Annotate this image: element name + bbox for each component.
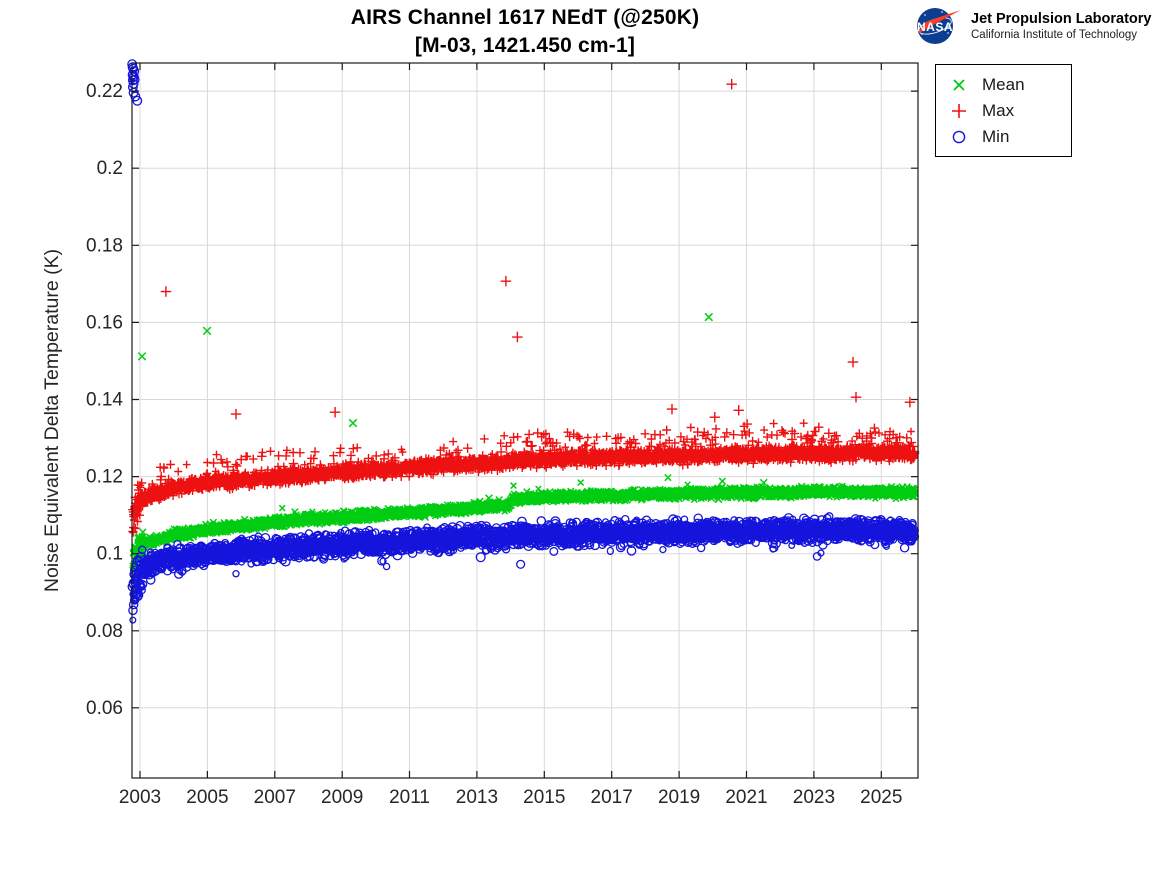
x-tick-label: 2025 bbox=[860, 787, 902, 808]
chart-title-line1: AIRS Channel 1617 NEdT (@250K) bbox=[350, 6, 700, 29]
data-points bbox=[127, 59, 920, 624]
y-tick-label: 0.14 bbox=[86, 390, 123, 411]
mean-marker-icon bbox=[936, 77, 982, 93]
legend-label-min: Min bbox=[982, 127, 1010, 146]
jpl-subtitle: California Institute of Technology bbox=[971, 29, 1137, 41]
x-tick-label: 2017 bbox=[591, 787, 633, 808]
y-axis-label: Noise Equivalent Delta Temperature (K) bbox=[41, 249, 63, 592]
axes-box bbox=[131, 62, 919, 779]
min-marker-icon bbox=[936, 129, 982, 145]
y-tick-label: 0.12 bbox=[86, 467, 123, 488]
legend: Mean Max Min bbox=[935, 64, 1072, 157]
y-tick-label: 0.18 bbox=[86, 235, 123, 256]
x-tick-label: 2009 bbox=[321, 787, 363, 808]
y-tick-label: 0.16 bbox=[86, 312, 123, 333]
x-tick-label: 2015 bbox=[523, 787, 565, 808]
jpl-name: Jet Propulsion Laboratory bbox=[971, 11, 1152, 27]
chart-title-line2: [M-03, 1421.450 cm-1] bbox=[414, 34, 636, 57]
x-tick-label: 2005 bbox=[186, 787, 228, 808]
x-tick-label: 2011 bbox=[389, 787, 430, 808]
max-marker-icon bbox=[936, 103, 982, 119]
x-tick-label: 2019 bbox=[658, 787, 700, 808]
legend-label-mean: Mean bbox=[982, 75, 1025, 94]
nasa-logo-text: NASA bbox=[917, 20, 953, 34]
x-tick-label: 2003 bbox=[119, 787, 161, 808]
x-tick-label: 2007 bbox=[254, 787, 296, 808]
legend-label-max: Max bbox=[982, 101, 1015, 120]
y-tick-label: 0.06 bbox=[86, 698, 123, 719]
legend-item-mean: Mean bbox=[936, 72, 1071, 98]
y-tick-label: 0.08 bbox=[86, 621, 123, 642]
jpl-brand-block: NASA Jet Propulsion Laboratory Californi… bbox=[912, 2, 1151, 50]
nasa-logo-icon: NASA bbox=[917, 8, 961, 44]
legend-item-max: Max bbox=[936, 98, 1071, 124]
x-tick-label: 2021 bbox=[725, 787, 767, 808]
series-min-points bbox=[127, 59, 920, 624]
chart-title: AIRS Channel 1617 NEdT (@250K) [M-03, 14… bbox=[132, 4, 918, 60]
y-tick-label: 0.22 bbox=[86, 81, 123, 102]
y-tick-label: 0.2 bbox=[97, 158, 123, 179]
x-tick-label: 2013 bbox=[456, 787, 498, 808]
axis-ticks bbox=[132, 63, 918, 778]
x-tick-label: 2023 bbox=[793, 787, 835, 808]
plot-background bbox=[132, 63, 918, 778]
y-tick-label: 0.1 bbox=[97, 544, 123, 565]
legend-item-min: Min bbox=[936, 124, 1071, 150]
